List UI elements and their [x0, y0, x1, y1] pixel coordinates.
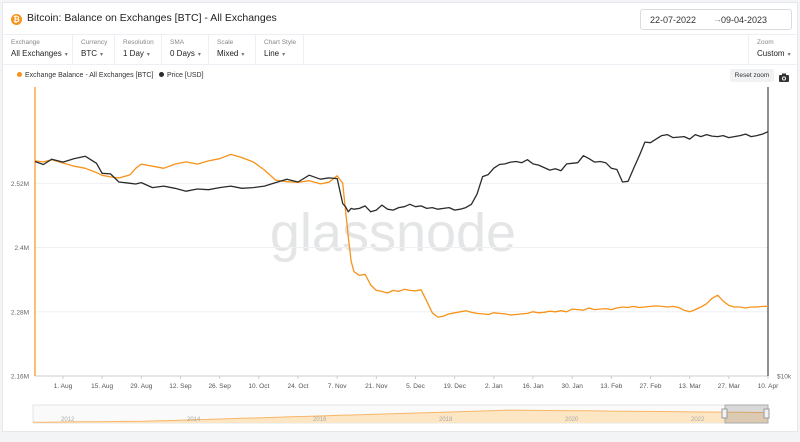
- x-tick-label: 12. Sep: [169, 383, 192, 390]
- legend-dot-icon: [17, 72, 22, 77]
- title-bar: ₿ Bitcoin: Balance on Exchanges [BTC] - …: [3, 3, 799, 35]
- navigator-handle-right[interactable]: [763, 408, 770, 419]
- x-tick-label: 15. Aug: [91, 383, 113, 390]
- y-axis-left: 2.16M 2.28M 2.4M 2.52M $10k: [11, 181, 792, 381]
- x-tick-label: 26. Sep: [208, 383, 231, 390]
- navigator-handle-left[interactable]: [721, 408, 728, 419]
- navigator-line: [32, 409, 769, 423]
- exchange-select[interactable]: Exchange All Exchanges ▾: [3, 35, 73, 64]
- x-tick-label: 19. Dec: [443, 383, 466, 390]
- x-tick-label: 27. Feb: [639, 383, 661, 390]
- x-tick-label: 13. Mar: [679, 383, 702, 390]
- legend-item-price[interactable]: Price [USD]: [159, 72, 204, 79]
- series-lines: [34, 131, 769, 318]
- currency-value[interactable]: BTC: [81, 49, 97, 58]
- x-tick-label: 5. Dec: [406, 383, 426, 390]
- x-tick-label: 7. Nov: [328, 383, 348, 390]
- watermark: glassnode: [270, 203, 516, 263]
- chart-style-label: Chart Style: [264, 39, 297, 46]
- y-tick-label: 2.52M: [11, 181, 29, 188]
- y-right-tick-label: $10k: [777, 374, 792, 381]
- sma-select[interactable]: SMA 0 Days ▾: [162, 35, 209, 64]
- navigator-year-label: 2014: [187, 417, 201, 423]
- chevron-down-icon: ▾: [64, 52, 68, 58]
- y-tick-label: 2.28M: [11, 309, 29, 316]
- sma-value[interactable]: 0 Days: [170, 49, 195, 58]
- x-tick-label: 13. Feb: [600, 383, 622, 390]
- navigator[interactable]: 2012 2014 2016 2018 2020 2022: [32, 404, 770, 424]
- date-range-picker[interactable]: 22-07-2022 → 09-04-2023: [640, 9, 792, 30]
- x-tick-label: 10. Oct: [248, 383, 269, 390]
- y-tick-label: 2.4M: [15, 245, 29, 252]
- x-tick-label: 29. Aug: [130, 383, 152, 390]
- resolution-value[interactable]: 1 Day: [123, 49, 144, 58]
- bitcoin-icon: ₿: [11, 14, 22, 25]
- chevron-down-icon: ▾: [787, 52, 791, 58]
- chevron-down-icon: ▾: [146, 52, 150, 58]
- x-tick-label: 16. Jan: [522, 383, 544, 390]
- currency-select[interactable]: Currency BTC ▾: [73, 35, 115, 64]
- page-title: Bitcoin: Balance on Exchanges [BTC] - Al…: [27, 12, 277, 24]
- resolution-label: Resolution: [123, 39, 154, 46]
- navigator-year-label: 2022: [691, 417, 705, 423]
- reset-zoom-button[interactable]: Reset zoom: [730, 69, 774, 82]
- grid: [34, 87, 769, 377]
- chevron-down-icon: ▾: [241, 52, 245, 58]
- price-series-line: [34, 131, 769, 213]
- exchange-value[interactable]: All Exchanges: [11, 49, 62, 58]
- x-tick-label: 27. Mar: [718, 383, 741, 390]
- legend-label-price: Price [USD]: [167, 72, 204, 79]
- exchange-label: Exchange: [11, 39, 40, 46]
- camera-icon[interactable]: [778, 70, 790, 82]
- date-from[interactable]: 22-07-2022: [650, 15, 697, 25]
- navigator-year-label: 2016: [313, 417, 327, 423]
- navigator-selection[interactable]: [724, 404, 769, 424]
- navigator-area: [33, 410, 768, 423]
- scale-label: Scale: [217, 39, 234, 46]
- currency-label: Currency: [81, 39, 108, 46]
- navigator-year-label: 2020: [565, 417, 579, 423]
- zoom-select[interactable]: Zoom Custom ▾: [748, 35, 799, 64]
- navigator-year-label: 2018: [439, 417, 453, 423]
- sma-label: SMA: [170, 39, 185, 46]
- x-tick-label: 24. Oct: [288, 383, 309, 390]
- chart-svg: glassnode 2.16M 2.28M 2.4M 2.52M $10k 1. Aug…: [11, 87, 792, 424]
- y-tick-label: 2.16M: [11, 374, 29, 381]
- chevron-down-icon: ▾: [100, 52, 104, 58]
- date-arrow-icon: →: [713, 14, 722, 24]
- zoom-label: Zoom: [757, 39, 774, 46]
- legend-item-balance[interactable]: Exchange Balance - All Exchanges [BTC]: [17, 72, 153, 79]
- chevron-down-icon: ▾: [282, 52, 286, 58]
- x-tick-label: 2. Jan: [485, 383, 503, 390]
- legend-dot-icon: [159, 72, 164, 77]
- chart-card: ₿ Bitcoin: Balance on Exchanges [BTC] - …: [2, 2, 799, 432]
- x-tick-label: 10. Apr: [758, 383, 779, 390]
- resolution-select[interactable]: Resolution 1 Day ▾: [115, 35, 162, 64]
- controls-bar: Exchange All Exchanges ▾ Currency BTC ▾ Re…: [3, 35, 799, 65]
- scale-value[interactable]: Mixed: [217, 49, 239, 58]
- chart-style-value[interactable]: Line: [264, 49, 280, 58]
- chart-style-select[interactable]: Chart Style Line ▾: [256, 35, 304, 64]
- scale-select[interactable]: Scale Mixed ▾: [209, 35, 256, 64]
- balance-series-line: [34, 153, 768, 318]
- x-tick-label: 30. Jan: [561, 383, 583, 390]
- x-tick-label: 1. Aug: [54, 383, 73, 390]
- chevron-down-icon: ▾: [197, 52, 201, 58]
- date-to[interactable]: 09-04-2023: [721, 15, 768, 25]
- legend-label-balance: Exchange Balance - All Exchanges [BTC]: [25, 72, 154, 79]
- x-tick-label: 21. Nov: [365, 383, 388, 390]
- zoom-value[interactable]: Custom: [757, 49, 785, 58]
- navigator-year-label: 2012: [61, 417, 75, 423]
- x-axis: 1. Aug 15. Aug 29. Aug 12. Sep 26. Sep 10. Oc…: [54, 376, 779, 390]
